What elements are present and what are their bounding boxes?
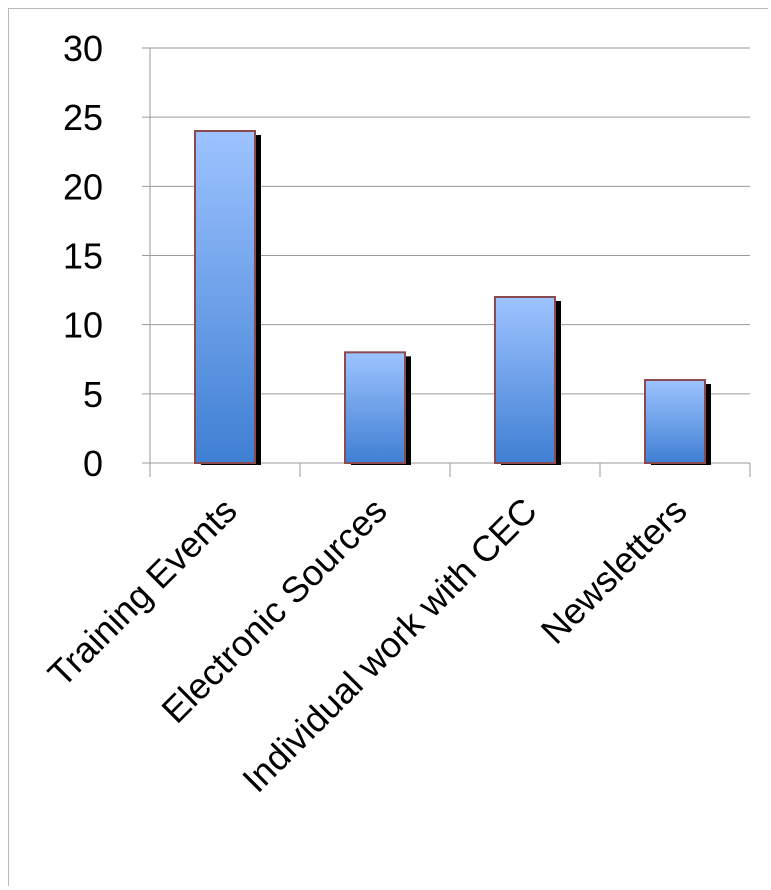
bar [194, 130, 256, 464]
axes [149, 48, 751, 477]
x-category-label: Newsletters [533, 490, 695, 652]
y-tick-label: 15 [63, 236, 103, 277]
x-category-label: Individual work with CEC [234, 490, 545, 801]
y-tick-labels: 0 5 10 15 20 25 30 [63, 28, 103, 484]
y-tick-label: 5 [83, 374, 103, 415]
bars [194, 130, 711, 465]
y-tick-label: 20 [63, 166, 103, 207]
y-tick-label: 10 [63, 305, 103, 346]
y-tick-label: 0 [83, 443, 103, 484]
bar [344, 351, 406, 465]
bar [494, 296, 556, 464]
chart-frame [8, 8, 768, 886]
y-tick-label: 30 [63, 28, 103, 69]
y-tick-label: 25 [63, 97, 103, 138]
bar [644, 379, 706, 464]
